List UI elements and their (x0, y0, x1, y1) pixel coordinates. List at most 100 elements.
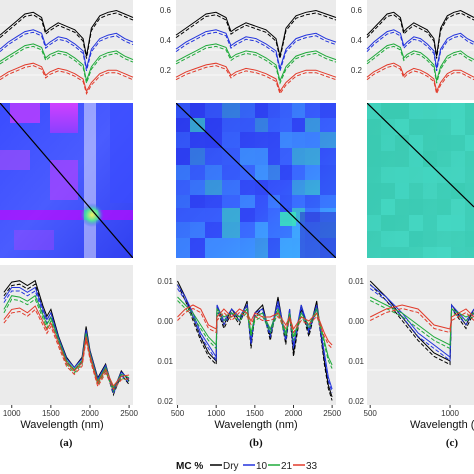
x-tick-label: 1500 (246, 409, 264, 418)
heatmap-cell (176, 238, 190, 258)
x-axis-label: Wavelength (nm) (20, 419, 103, 431)
heatmap-cell (381, 167, 395, 183)
y-tick-label: 0.02 (157, 397, 173, 406)
heatmap-cell (176, 195, 190, 208)
heatmap-cell (451, 167, 465, 183)
heatmap-cell (409, 199, 423, 215)
series-lines (175, 9, 337, 95)
heatmap-cell (395, 199, 409, 215)
heatmap-cell (395, 247, 409, 258)
series-line-33 (177, 307, 333, 349)
x-tick-label: 2000 (285, 409, 303, 418)
heatmap-cell (176, 148, 190, 165)
heatmap-cell (268, 208, 280, 222)
heatmap-cell (305, 132, 320, 148)
heatmap-cell (367, 119, 381, 135)
heatmap-cell (423, 183, 437, 199)
diagonal-line (176, 103, 336, 258)
series-lines (367, 280, 474, 371)
panel-c-reflectance: 0.6 0.4 0.2 (351, 0, 474, 100)
heatmap-cells (367, 103, 474, 258)
heatmap-cell (381, 119, 395, 135)
heatmap-cell (381, 199, 395, 215)
series-line-33 (369, 304, 474, 330)
heatmap-cell (205, 208, 222, 222)
heatmap-cell (465, 183, 474, 199)
heatmap-cell (305, 148, 320, 165)
heatmap-cell (465, 151, 474, 167)
heatmap-cell (292, 180, 305, 195)
heatmap-cell (465, 119, 474, 135)
series-line-33 (0, 62, 134, 93)
heatmap-cell (367, 151, 381, 167)
heatmap-cell (176, 165, 190, 180)
heatmap-cell (255, 148, 268, 165)
heatmap-block (10, 103, 40, 123)
series-line-21 (366, 45, 474, 84)
series-line-dry (366, 9, 474, 57)
heatmap-cell (465, 135, 474, 151)
series-line-10 (366, 31, 474, 72)
heatmap-cell (409, 151, 423, 167)
heatmap-cell (255, 195, 268, 208)
heatmap-cell (280, 180, 292, 195)
panel-b-loadings: 500 1000 1500 2000 2500 0.01 0.00 0.01 0.02 Wav… (157, 265, 342, 431)
heatmap-cell (205, 165, 222, 180)
heatmap-cell (409, 103, 423, 119)
heatmap-cell (409, 231, 423, 247)
heatmap-block (0, 210, 133, 220)
heatmap-cell (190, 238, 205, 258)
series-line-10 (175, 29, 337, 71)
series-line-21 (0, 45, 134, 86)
x-tick-label: 500 (171, 409, 185, 418)
heatmap-cell (305, 118, 320, 132)
heatmap-block (110, 103, 133, 203)
heatmap-block (84, 103, 96, 258)
heatmap-cell (268, 103, 280, 118)
panel-b-reflectance: 0.6 0.4 0.2 (160, 0, 337, 100)
heatmap-cell (190, 195, 205, 208)
series-line-33 (369, 307, 474, 334)
heatmap-cell (437, 231, 451, 247)
series-line-33 (3, 308, 130, 391)
y-tick-label: 0.00 (348, 317, 364, 326)
y-tick-label: 0.00 (157, 317, 173, 326)
heatmap-cell (465, 231, 474, 247)
heatmap-cell (367, 183, 381, 199)
series-line-10 (3, 286, 130, 392)
heatmap-cell (292, 132, 305, 148)
heatmap-cell (451, 119, 465, 135)
heatmap-cell (437, 167, 451, 183)
heatmap-cell (451, 103, 465, 119)
heatmap-block (300, 212, 336, 258)
heatmap-cell (280, 165, 292, 180)
heatmap-cell (437, 135, 451, 151)
heatmap-cell (409, 135, 423, 151)
y-tick-label: 0.6 (160, 6, 172, 15)
panel-a-reflectance (0, 0, 134, 100)
heatmap-cell (240, 222, 255, 238)
heatmap-cell (381, 215, 395, 231)
heatmap-cell (437, 183, 451, 199)
heatmap-cell (409, 119, 423, 135)
diagonal-line (0, 103, 133, 258)
series-line-21 (369, 300, 474, 350)
heatmap-cell (268, 195, 280, 208)
heatmap-cell (190, 132, 205, 148)
heatmap-cell (280, 148, 292, 165)
heatmap-cell (395, 167, 409, 183)
heatmap-cell (222, 118, 240, 132)
series-line-33 (177, 304, 333, 346)
heatmap-cell (381, 183, 395, 199)
x-tick-label: 2500 (323, 409, 341, 418)
x-axis-ticks: 1000 1500 2000 2500 (3, 405, 139, 418)
heatmap-cell (423, 135, 437, 151)
y-tick-label: 0.01 (157, 277, 173, 286)
heatmap-cell (205, 180, 222, 195)
series-line-dry (175, 9, 337, 57)
series-line-21 (175, 43, 337, 83)
y-tick-label: 0.4 (160, 36, 172, 45)
heatmap-cell (255, 118, 268, 132)
heatmap-cell (222, 222, 240, 238)
